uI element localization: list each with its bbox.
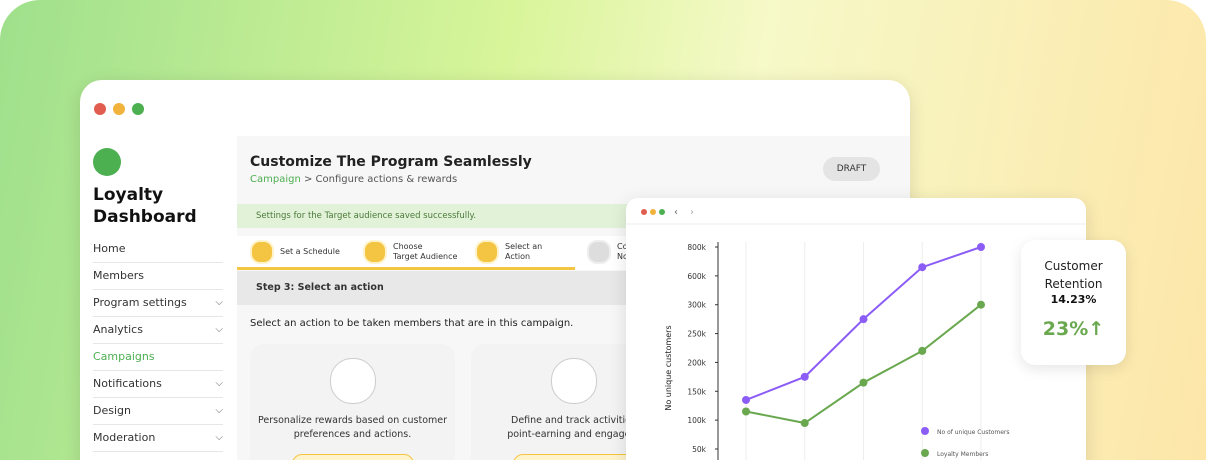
nav-item[interactable]: Moderation ⌵ (93, 425, 223, 452)
step-label-line: Set a Schedule (280, 247, 340, 256)
nav-item[interactable]: Design ⌵ (93, 398, 223, 425)
y-axis-label: No unique customers (664, 325, 673, 410)
breadcrumb-rest: > Configure actions & rewards (303, 174, 458, 185)
chart: ‹ › No unique customers 50k 100k 150k 200k 2… (626, 207, 1086, 460)
instruction: Select an action to be taken members tha… (250, 318, 574, 329)
y-tick-label: 150k (687, 387, 706, 396)
retention-title-line: Retention (1044, 277, 1103, 291)
chevron: ⌵ (215, 405, 223, 416)
data-point (977, 243, 985, 251)
data-point (800, 372, 809, 381)
step-icon (363, 240, 387, 264)
breadcrumb: Campaign > Configure actions & rewards (250, 174, 457, 185)
card-text-line: preferences and actions. (293, 429, 412, 440)
retention-title-line: Customer (1044, 259, 1103, 273)
step-icon (250, 240, 274, 264)
step-label-line: Target Audience (393, 252, 458, 261)
card-text-line: point-earning and engagem (507, 429, 640, 440)
data-point (800, 419, 809, 428)
progress (237, 267, 575, 270)
nav-item[interactable]: Analytics ⌵ (93, 317, 223, 344)
chevron: ⌵ (215, 324, 223, 335)
nav-item[interactable]: Campaigns (93, 344, 223, 371)
legend-marker (921, 427, 929, 435)
chevron: ⌵ (215, 432, 223, 443)
card-text-line: Personalize rewards based on customer (257, 415, 448, 426)
minimize-dot[interactable] (113, 103, 125, 115)
data-point (742, 407, 750, 416)
step-label-line: Action (505, 252, 531, 261)
nav-item[interactable]: Notifications ⌵ (93, 371, 223, 398)
step-label-line: Select an (505, 242, 543, 251)
close-dot[interactable] (94, 103, 106, 115)
close-dot[interactable] (641, 209, 647, 215)
data-point (859, 315, 868, 324)
step-label-line: Co (617, 242, 627, 251)
step-label-line: No (617, 252, 627, 261)
data-point (977, 300, 985, 309)
step-label-line: Choose (393, 242, 423, 251)
card-icon (329, 358, 376, 404)
y-tick-label: 250k (687, 330, 706, 339)
card-button[interactable] (512, 454, 635, 460)
legend-label: Loyalty Members (937, 451, 988, 458)
maximize-dot[interactable] (659, 209, 665, 215)
step-icon (475, 240, 499, 264)
step-label: Select an Action (505, 242, 542, 262)
step[interactable]: Select an Action (475, 236, 542, 268)
step-icon (587, 240, 611, 264)
legend-marker (921, 449, 929, 457)
data-point (918, 346, 927, 355)
page-title: Customize The Program Seamlessly (250, 154, 532, 170)
card-button[interactable] (291, 454, 414, 460)
step[interactable]: Set a Schedule (250, 236, 340, 268)
retention-title: Customer Retention (1021, 257, 1126, 293)
card-text-line: Define and track activities (511, 415, 636, 426)
forward-arrow[interactable]: › (690, 207, 694, 218)
data-point (742, 395, 750, 404)
breadcrumb-link[interactable]: Campaign (250, 174, 301, 185)
sidebar-title: Loyalty Dashboard (93, 185, 197, 227)
nav-item[interactable]: Program settings ⌵ (93, 290, 223, 317)
chevron: ⌵ (215, 297, 223, 308)
chart-window: ‹ › No unique customers 50k 100k 150k 200k 2… (626, 198, 1086, 460)
step[interactable]: Choose Target Audience (363, 236, 457, 268)
chevron: ⌵ (215, 378, 223, 389)
retention-card: Customer Retention 14.23% 23%↑ (1021, 240, 1126, 365)
maximize-dot[interactable] (132, 103, 144, 115)
nav-item[interactable]: Home (93, 236, 223, 263)
data-point (859, 378, 868, 387)
y-tick-label: 100k (687, 416, 706, 425)
y-tick-label: 200k (687, 358, 706, 367)
y-tick-label: 50k (692, 445, 707, 454)
data-point (918, 263, 927, 272)
y-tick-label: 300k (687, 301, 706, 310)
y-tick-label: 800k (687, 243, 706, 252)
step[interactable]: Co No (587, 236, 627, 268)
y-tick-label: 600k (687, 272, 706, 281)
step-label: Set a Schedule (280, 247, 340, 257)
retention-value: 14.23% (1050, 293, 1097, 306)
draft-button[interactable]: DRAFT (823, 157, 880, 181)
minimize-dot[interactable] (650, 209, 656, 215)
step-label: Co No (617, 242, 627, 262)
back-arrow[interactable]: ‹ (674, 207, 678, 218)
logo: ​ (93, 148, 121, 176)
nav-item[interactable]: Members (93, 263, 223, 290)
card-icon (550, 358, 597, 404)
legend-label: No of unique Customers (937, 429, 1010, 436)
retention-change: 23%↑ (1042, 318, 1105, 340)
step-label: Choose Target Audience (393, 242, 457, 262)
action-card[interactable]: Personalize rewards based on customer pre… (250, 344, 455, 460)
